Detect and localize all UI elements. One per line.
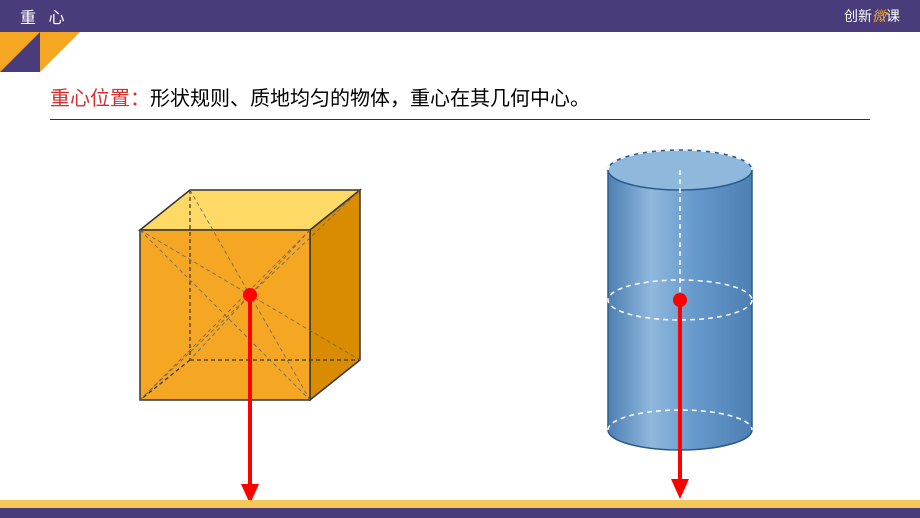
slide-footer xyxy=(0,500,920,518)
cube-diagram xyxy=(120,170,400,515)
subtitle-body: 形状规则、质地均匀的物体，重心在其几何中心。 xyxy=(150,88,590,110)
cylinder-diagram xyxy=(580,140,780,515)
brand-part-3: 课 xyxy=(886,8,900,24)
brand-part-2: 微 xyxy=(872,8,886,24)
slide-title: 重 心 xyxy=(20,4,68,28)
subtitle: 重心位置：形状规则、质地均匀的物体，重心在其几何中心。 xyxy=(50,82,870,120)
brand-label: 创新微课 xyxy=(844,6,900,26)
slide-header: 重 心 创新微课 xyxy=(0,0,920,32)
slide-content: 重心位置：形状规则、质地均匀的物体，重心在其几何中心。 xyxy=(0,32,920,510)
footer-stripe-bottom xyxy=(0,508,920,518)
corner-triangles-icon xyxy=(0,32,80,82)
subtitle-highlight: 重心位置： xyxy=(50,88,150,110)
brand-part-1: 创新 xyxy=(844,8,872,24)
footer-stripe-top xyxy=(0,500,920,508)
diagram-area xyxy=(50,150,870,510)
